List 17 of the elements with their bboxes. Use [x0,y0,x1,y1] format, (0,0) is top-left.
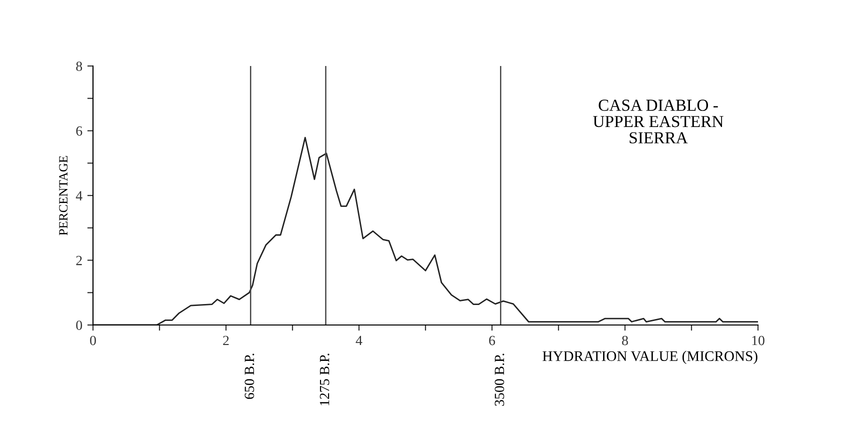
x-tick-label: 10 [752,336,764,346]
x-tick-label: 8 [622,336,628,346]
ref-line-label: 1275 B.P. [320,354,330,406]
y-tick-label: 2 [76,256,82,266]
y-axis-title: PERCENTAGE [59,156,68,236]
text: CASA DIABLO - UPPER EASTERN SIERRA [593,100,724,144]
x-axis-title: HYDRATION VALUE (MICRONS) [542,350,758,364]
x-tick-label: 4 [356,336,362,346]
x-tick-label: 6 [489,336,496,346]
y-tick-label: 4 [76,191,82,200]
y-tick-label: 6 [76,126,82,136]
ref-line-label: 3500 B.P. [494,354,504,406]
y-tick-label: 8 [76,62,82,71]
x-tick-label: 0 [90,336,96,346]
y-tick-label: 0 [76,320,82,330]
ref-line-label: 650 B.P. [244,354,254,399]
x-tick-label: 2 [223,336,229,346]
